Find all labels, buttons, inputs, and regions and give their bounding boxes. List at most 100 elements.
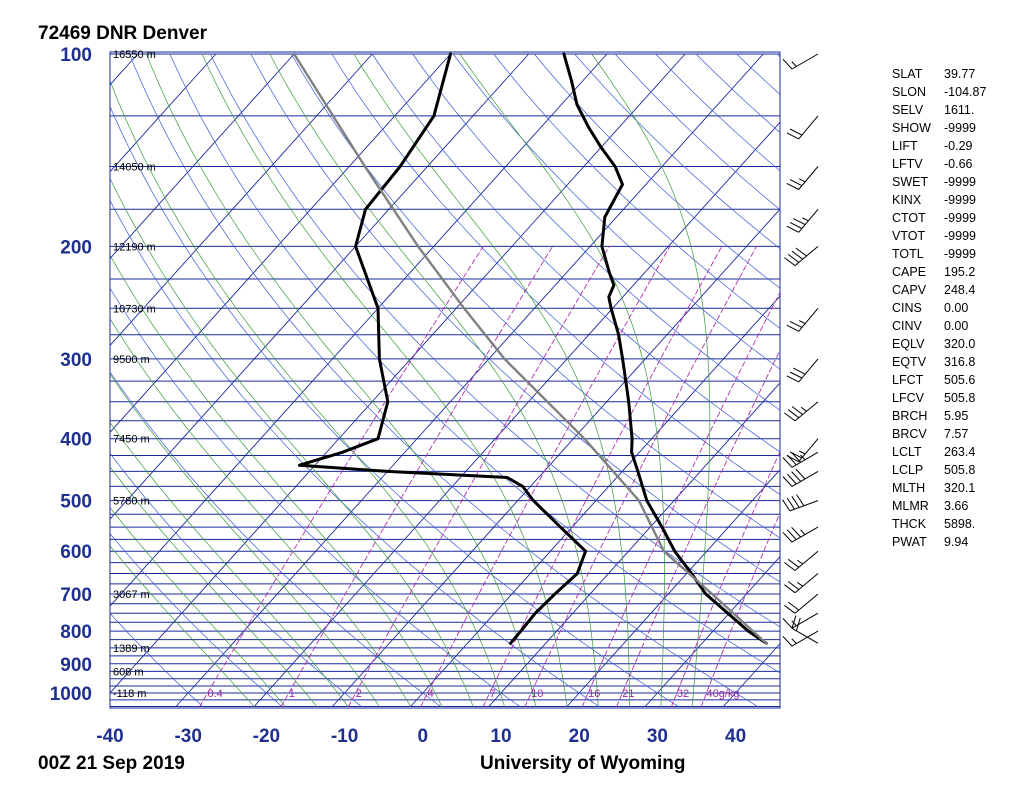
index-key: EQTV [892, 355, 927, 369]
pressure-tick-label: 200 [60, 237, 92, 258]
mixing-ratio-label: 10 [531, 688, 543, 700]
barb-stroke [794, 550, 819, 571]
isotherm--120 [0, 54, 60, 707]
pressure-tick-label: 300 [60, 350, 92, 371]
temperature-tick-label: 20 [569, 726, 590, 747]
pressure-tick-label: 500 [60, 492, 92, 513]
index-value: -9999 [944, 193, 976, 207]
height-label: 14050 m [113, 162, 156, 174]
barb-stroke [784, 584, 796, 594]
mixing-ratio-7 [482, 245, 723, 707]
barb-stroke [791, 406, 803, 415]
barb-stroke [798, 450, 806, 455]
index-key: CAPV [892, 283, 927, 297]
barb-stroke [782, 499, 791, 512]
index-key: SLAT [892, 67, 923, 81]
barb-stroke [800, 406, 807, 412]
dry-adiabat--10 [110, 452, 362, 707]
wind-barb [786, 358, 819, 383]
isotherm--80 [110, 53, 373, 347]
barb-stroke [798, 178, 806, 183]
height-label: 3067 m [113, 589, 150, 601]
mixing-ratio-21 [616, 349, 780, 707]
index-value: 9.94 [944, 535, 968, 549]
height-label: 7450 m [113, 434, 150, 446]
isotherm--60 [110, 53, 530, 520]
mixing-ratio-labels: 0.4 1 2 4 7 10 16 21 32 40g/kg [208, 688, 740, 700]
pressure-tick-label: 1000 [50, 684, 92, 705]
wind-barb [786, 438, 819, 463]
barb-stroke [802, 217, 809, 222]
barb-stroke [782, 531, 793, 543]
pressure-tick-label: 900 [60, 655, 92, 676]
dry-adiabat-130 [493, 53, 780, 329]
barb-stroke [797, 581, 804, 587]
height-labels: 16550 m 14050 m 12190 m 10730 m 9500 m 7450 m… [113, 49, 156, 700]
index-value: 505.6 [944, 373, 975, 387]
index-value: -9999 [944, 121, 976, 135]
index-value: -9999 [944, 211, 976, 225]
barb-stroke [791, 620, 797, 627]
temperature-tick-label: 30 [647, 726, 668, 747]
dry-adiabat-100 [371, 53, 780, 453]
valid-time: 00Z 21 Sep 2019 [38, 753, 185, 774]
barb-stroke [787, 409, 800, 419]
index-key: SELV [892, 103, 924, 117]
dewpoint-line [297, 52, 588, 645]
barb-stroke [798, 358, 819, 383]
moist-adiabat--4 [110, 373, 380, 707]
wind-barb [784, 246, 819, 266]
index-key: VTOT [892, 229, 925, 243]
barb-stroke [789, 179, 803, 187]
wind-barb [782, 526, 819, 543]
index-key: CAPE [892, 265, 926, 279]
index-key: CTOT [892, 211, 926, 225]
barb-stroke [794, 593, 819, 614]
mixing-ratio-32 [671, 450, 780, 707]
height-label: 5780 m [113, 496, 150, 508]
index-value: 263.4 [944, 445, 975, 459]
index-value: -0.29 [944, 139, 973, 153]
moist-adiabat-0 [110, 318, 411, 707]
mixing-ratio-label: 21 [622, 688, 634, 700]
height-label: 1389 m [113, 643, 150, 655]
barb-stroke [787, 581, 800, 590]
isotherm--50 [110, 53, 608, 607]
index-value: 5.95 [944, 409, 968, 423]
index-key: LFTV [892, 157, 923, 171]
index-key: LFCV [892, 391, 925, 405]
barb-stroke [791, 612, 819, 629]
dry-adiabat-30 [110, 105, 679, 707]
temperature-tick-label: 0 [418, 726, 429, 747]
mixing-ratio-label: 7 [490, 688, 496, 700]
dry-adiabat-50 [169, 53, 780, 674]
index-value: 1611. [944, 103, 974, 117]
dry-adiabat--20 [110, 533, 283, 707]
isotherm-20 [566, 469, 780, 707]
grid-lines [0, 53, 780, 707]
dry-adiabat-20 [110, 199, 600, 707]
sounding-series [292, 52, 768, 645]
height-label: -118 m [113, 688, 146, 700]
barb-stroke [782, 635, 793, 647]
index-key: CINV [892, 319, 923, 333]
mixing-ratio-10 [524, 245, 757, 707]
wind-barb [782, 468, 819, 487]
index-key: LCLP [892, 463, 923, 477]
barb-stroke [791, 53, 819, 70]
barb-stroke [789, 128, 803, 136]
height-label: 9500 m [113, 354, 150, 366]
mixing-ratio-40 [700, 511, 780, 707]
temperature-line [562, 52, 768, 645]
index-key: SLON [892, 85, 926, 99]
moist-adiabat-32 [459, 53, 665, 707]
mixing-ratio-label: 1 [289, 688, 295, 700]
pressure-axis: 100 200 300 400 500 600 700 800 900 1000 [50, 45, 92, 705]
temperature-axis: -40 -30 -20 -10 0 10 20 30 40 [96, 726, 746, 747]
mixing-ratio-label: 4 [428, 688, 434, 700]
index-value: -0.66 [944, 157, 973, 171]
index-value: 505.8 [944, 463, 975, 477]
isotherm--70 [110, 53, 451, 433]
barb-stroke [787, 558, 800, 568]
barb-stroke [795, 468, 806, 480]
